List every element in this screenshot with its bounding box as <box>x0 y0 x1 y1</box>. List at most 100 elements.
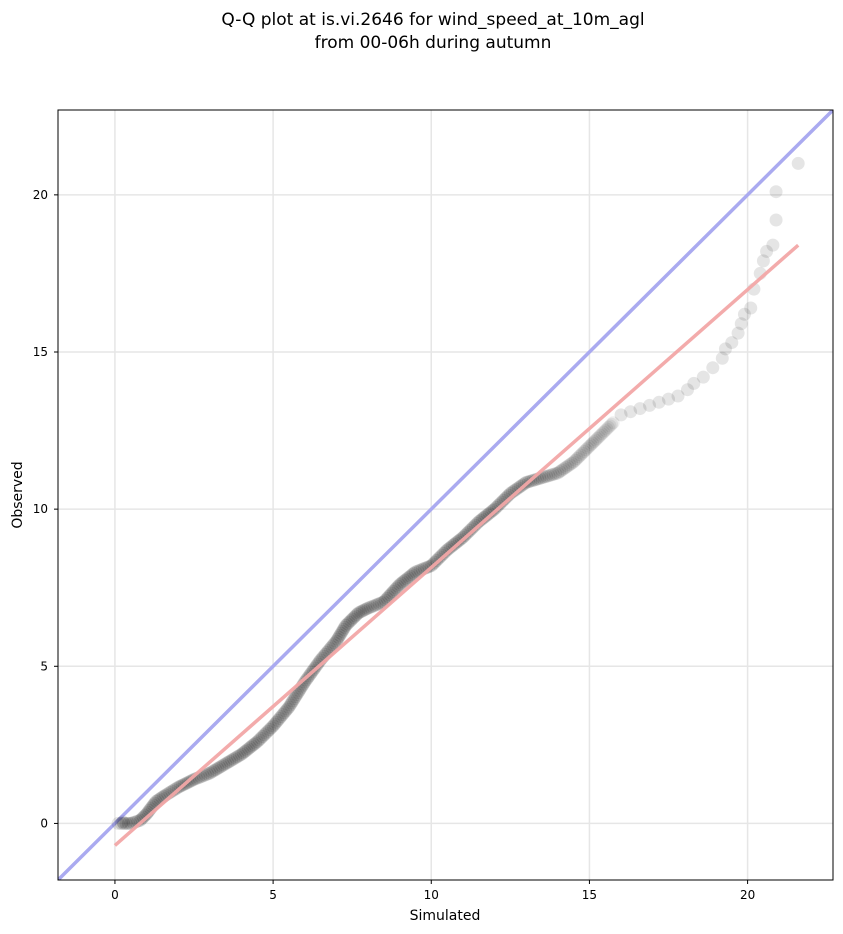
data-point <box>407 566 421 580</box>
data-point <box>584 438 598 452</box>
data-point <box>219 757 233 771</box>
data-point <box>391 579 405 593</box>
data-point <box>268 717 282 731</box>
data-point <box>393 578 407 592</box>
y-axis-label: Observed <box>10 461 26 528</box>
data-point <box>398 573 412 587</box>
data-point <box>259 726 273 740</box>
data-point <box>345 612 359 626</box>
data-point <box>466 520 480 534</box>
data-point <box>263 722 277 736</box>
data-point <box>461 525 475 539</box>
data-point <box>311 657 325 671</box>
data-point <box>551 466 565 480</box>
data-point <box>546 467 560 481</box>
data-point <box>290 688 304 702</box>
data-point <box>756 254 770 268</box>
data-point <box>744 301 758 315</box>
data-point <box>205 765 219 779</box>
data-point <box>687 376 701 390</box>
data-point <box>715 351 729 365</box>
data-point <box>401 571 415 585</box>
data-point <box>624 405 638 419</box>
data-point <box>561 459 575 473</box>
data-point <box>579 443 593 457</box>
data-point <box>223 754 237 768</box>
data-point <box>383 588 397 602</box>
data-point <box>276 708 290 722</box>
data-point <box>477 511 491 525</box>
data-point <box>433 550 447 564</box>
data-point <box>563 458 577 472</box>
data-point <box>289 690 303 704</box>
data-point <box>385 586 399 600</box>
data-point <box>493 497 507 511</box>
data-point <box>221 756 235 770</box>
data-point <box>348 609 362 623</box>
data-point <box>225 753 239 767</box>
data-point <box>366 599 380 613</box>
data-point <box>734 317 748 331</box>
data-point <box>282 700 296 714</box>
data-points <box>111 156 805 830</box>
data-point <box>203 766 217 780</box>
data-point <box>272 711 286 725</box>
data-point <box>280 702 294 716</box>
data-point <box>718 342 732 356</box>
data-point <box>117 816 131 830</box>
data-point <box>463 523 477 537</box>
data-point <box>198 768 212 782</box>
data-point <box>344 614 358 628</box>
y-tick-label: 0 <box>40 816 48 830</box>
data-point <box>201 767 215 781</box>
x-tick-label: 5 <box>269 888 277 902</box>
data-point <box>440 543 454 557</box>
data-point <box>257 728 271 742</box>
data-point <box>389 581 403 595</box>
data-point <box>271 713 285 727</box>
data-point <box>489 500 503 514</box>
fit-line <box>113 243 800 847</box>
data-point <box>633 402 647 416</box>
data-point <box>408 565 422 579</box>
data-point <box>509 482 523 496</box>
data-point <box>269 715 283 729</box>
one-to-one-line <box>58 110 833 880</box>
data-point <box>254 731 268 745</box>
data-point <box>437 546 451 560</box>
data-point <box>597 425 611 439</box>
data-point <box>243 740 257 754</box>
data-point <box>329 634 343 648</box>
data-point <box>486 504 500 518</box>
data-point <box>405 568 419 582</box>
data-point <box>589 433 603 447</box>
y-tick-label: 20 <box>33 188 48 202</box>
data-point <box>211 761 225 775</box>
data-point <box>567 455 581 469</box>
data-point <box>481 508 495 522</box>
data-point <box>491 499 505 513</box>
data-point <box>586 436 600 450</box>
data-point <box>451 535 465 549</box>
data-point <box>557 462 571 476</box>
data-point <box>111 816 125 830</box>
data-point <box>403 569 417 583</box>
data-point <box>652 395 666 409</box>
data-point <box>357 603 371 617</box>
data-point <box>261 724 275 738</box>
data-point <box>482 506 496 520</box>
data-point <box>595 427 609 441</box>
data-point <box>363 600 377 614</box>
data-point <box>680 383 694 397</box>
data-point <box>574 448 588 462</box>
data-point <box>167 783 181 797</box>
data-point <box>590 431 604 445</box>
reference-lines <box>58 110 833 880</box>
y-tick-label: 5 <box>40 659 48 673</box>
data-point <box>769 185 783 199</box>
data-point <box>565 456 579 470</box>
data-point <box>361 601 375 615</box>
data-point <box>298 675 312 689</box>
data-point <box>285 696 299 710</box>
data-point <box>236 746 250 760</box>
